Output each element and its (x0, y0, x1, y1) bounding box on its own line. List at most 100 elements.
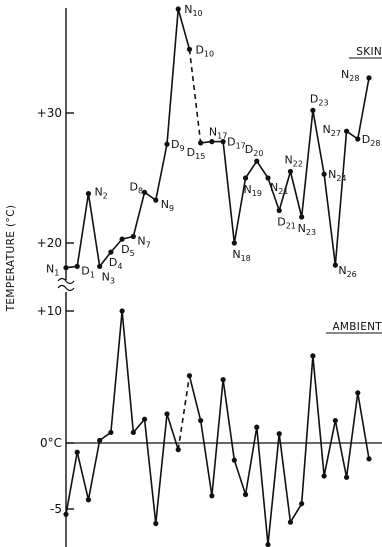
skin-point (186, 46, 193, 52)
ambient-segment (76, 452, 90, 500)
skin-point-label: D9 (171, 138, 185, 153)
skin-point-label: N23 (298, 222, 316, 237)
ambient-segment (278, 433, 292, 523)
ambient-segment (323, 420, 337, 477)
skin-point (119, 236, 125, 242)
ambient-segment (289, 503, 303, 523)
skin-point (198, 140, 204, 146)
skin-segment (166, 8, 180, 145)
skin-segment (99, 251, 112, 267)
skin-segment (267, 177, 280, 211)
ambient-segment (65, 452, 79, 515)
line-layer (65, 8, 370, 545)
skin-point-label: D10 (195, 43, 214, 58)
skin-point-label: N17 (209, 126, 227, 141)
skin-point (164, 141, 170, 147)
skin-point (175, 6, 181, 12)
ambient-segment (255, 427, 269, 545)
ambient-point (310, 353, 316, 359)
skin-segment (132, 192, 146, 237)
skin-segment (76, 193, 90, 267)
ambient-segment (177, 375, 191, 450)
skin-point (242, 175, 249, 181)
ambient-segment (233, 459, 247, 495)
skin-point-label: D23 (310, 92, 329, 107)
skin-y-tick-label: +30 (37, 106, 62, 120)
ambient-segment (154, 413, 168, 524)
skin-segment (334, 131, 348, 266)
point-layer (63, 6, 372, 547)
ambient-point (74, 449, 80, 455)
skin-point (209, 139, 215, 145)
skin-point-label: D17 (227, 136, 246, 151)
skin-point-label: N28 (341, 68, 359, 83)
skin-point (366, 75, 372, 81)
ambient-point (175, 447, 181, 453)
ambient-point (97, 437, 103, 443)
skin-point-label: N27 (323, 123, 341, 138)
skin-segment (278, 171, 292, 211)
ambient-point (287, 519, 294, 525)
skin-point-label: D5 (121, 243, 135, 258)
skin-point-label: D1 (81, 264, 95, 279)
ambient-point (108, 429, 114, 436)
skin-point (63, 265, 69, 271)
ambient-segment (110, 310, 123, 433)
skin-point-label: D4 (109, 256, 123, 271)
ambient-segment (345, 392, 359, 478)
skin-point-label: N3 (102, 270, 115, 285)
skin-point (97, 263, 103, 269)
ambient-segment (132, 418, 146, 433)
ambient-segment (334, 420, 348, 478)
ambient-segment (211, 379, 224, 496)
ambient-segment (166, 413, 179, 450)
ambient-point (198, 417, 204, 424)
skin-point (343, 128, 350, 134)
ambient-point (209, 493, 215, 499)
skin-point (332, 262, 338, 268)
skin-point (220, 139, 226, 145)
ambient-segment (199, 420, 213, 496)
skin-point-label: D8 (130, 180, 144, 195)
skin-segment (256, 160, 269, 179)
skin-point-label: D20 (245, 143, 264, 158)
ambient-point (332, 417, 338, 424)
skin-point (85, 191, 92, 197)
skin-segment (323, 174, 337, 266)
skin-point-label: D28 (362, 133, 381, 148)
skin-point (299, 214, 305, 220)
ambient-point (299, 501, 305, 507)
skin-point-label: D15 (187, 146, 206, 161)
skin-point (231, 240, 237, 246)
ambient-y-tick-label: +10 (37, 304, 62, 318)
ambient-point (186, 373, 193, 379)
ambient-point (242, 491, 249, 498)
ambient-point (276, 431, 282, 437)
ambient-point (85, 497, 92, 503)
skin-point (321, 171, 327, 177)
ambient-segment (300, 355, 314, 504)
skin-point (130, 233, 136, 240)
ambient-point (164, 411, 170, 417)
skin-segment (312, 110, 325, 175)
skin-point (310, 107, 316, 113)
skin-segment (233, 177, 247, 244)
ambient-point (141, 416, 148, 422)
ambient-point (265, 542, 271, 547)
skin-segment (110, 238, 123, 253)
series-label-ambient: AMBIENT (332, 321, 382, 333)
ambient-segment (356, 392, 370, 459)
ambient-point (231, 457, 237, 463)
ambient-point (343, 474, 350, 480)
skin-point-label: N21 (270, 181, 288, 196)
skin-point (355, 136, 361, 142)
ambient-point (254, 424, 260, 430)
skin-segment (289, 171, 303, 218)
skin-segment (300, 110, 314, 218)
skin-y-tick-label: +20 (37, 236, 62, 250)
skin-point (141, 189, 148, 195)
ambient-segment (222, 379, 236, 461)
series-label-skin: SKIN (356, 46, 382, 58)
